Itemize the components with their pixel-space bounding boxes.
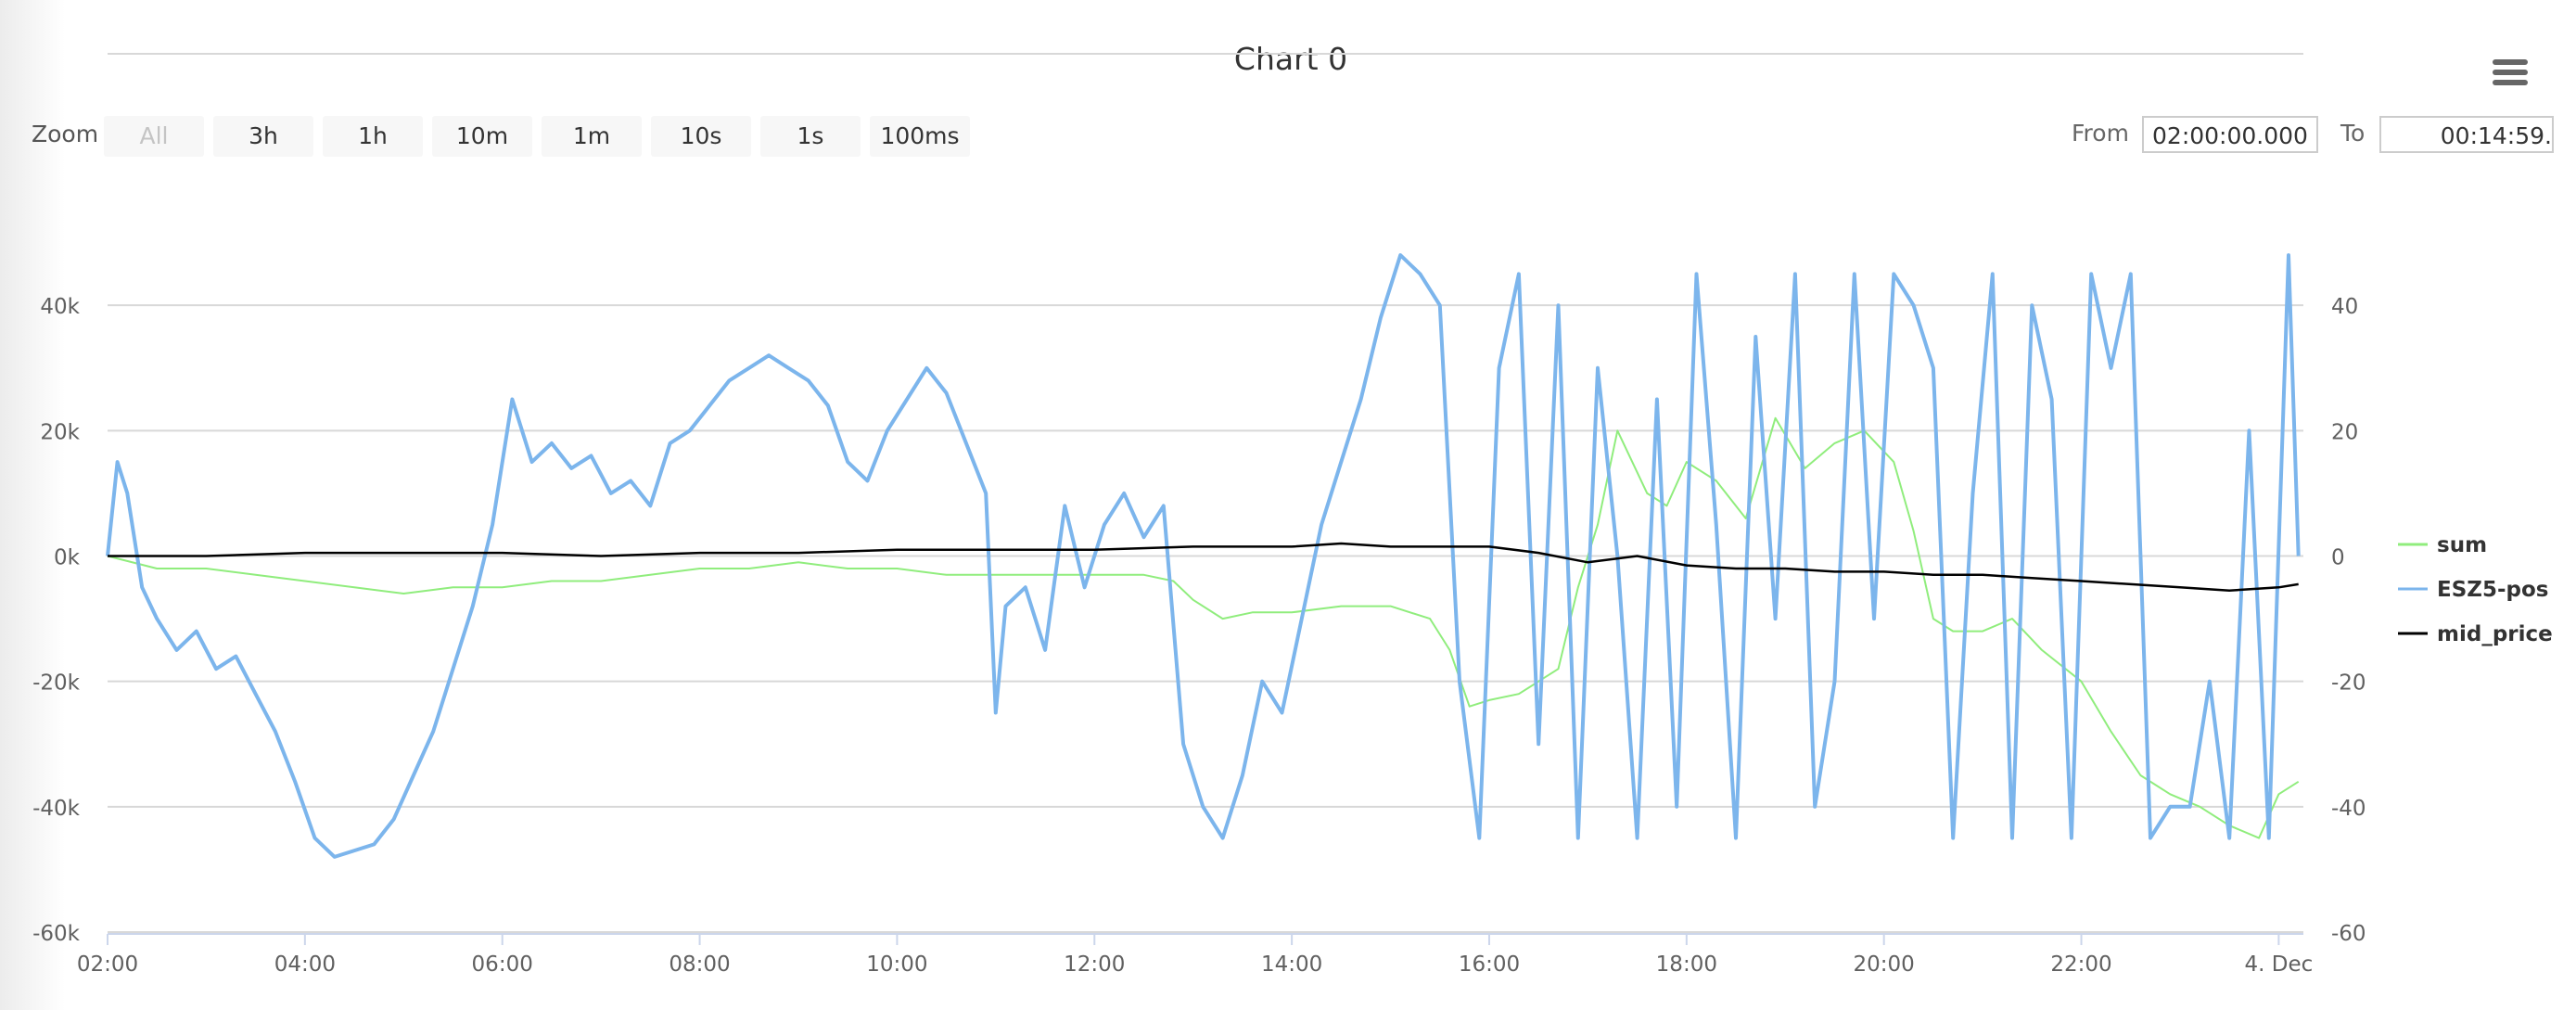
zoom-button-100ms[interactable]: 100ms [870, 116, 970, 157]
legend-label: mid_price [2437, 622, 2553, 646]
x-tick-label: 04:00 [274, 952, 336, 977]
y-right-tick-label: -20 [2331, 671, 2366, 696]
y-left-tick-label: 40k [40, 295, 80, 319]
y-right-tick-label: 40 [2331, 295, 2358, 319]
zoom-label: Zoom [32, 121, 99, 147]
x-tick-label: 16:00 [1459, 952, 1520, 977]
y-left-tick-label: -20k [32, 671, 81, 696]
zoom-button-all[interactable]: All [104, 116, 204, 157]
y-left-tick-label: 20k [40, 420, 80, 444]
zoom-button-1h[interactable]: 1h [323, 116, 423, 157]
x-tick-label: 22:00 [2050, 952, 2111, 977]
series-line-mid-price[interactable] [108, 542, 2299, 592]
legend[interactable]: sum ESZ5-pos mid_price [2398, 533, 2553, 646]
series-line-esz5-pos[interactable] [106, 253, 2301, 859]
y-left-tick-label: -60k [32, 922, 81, 946]
legend-label: ESZ5-pos [2437, 578, 2548, 602]
y-left-tick-label: 0k [54, 546, 81, 570]
x-tick-label: 08:00 [669, 952, 730, 977]
y-right-tick-label: 20 [2331, 420, 2358, 444]
x-tick-label: 4. Dec [2245, 952, 2314, 977]
window-edge-shade [0, 0, 65, 1010]
x-tick-label: 02:00 [77, 952, 138, 977]
zoom-button-3h[interactable]: 3h [213, 116, 313, 157]
series-line-sum[interactable] [107, 416, 2300, 839]
y-right-tick-label: -40 [2331, 797, 2366, 821]
zoom-button-10s[interactable]: 10s [651, 116, 751, 157]
from-date-input[interactable]: 02:00:00.000 [2142, 116, 2318, 153]
x-tick-label: 14:00 [1261, 952, 1322, 977]
legend-label: sum [2437, 533, 2487, 557]
x-tick-label: 18:00 [1656, 952, 1717, 977]
series-layer[interactable] [106, 253, 2301, 859]
zoom-button-10m[interactable]: 10m [432, 116, 532, 157]
zoom-button-1m[interactable]: 1m [542, 116, 642, 157]
zoom-button-1s[interactable]: 1s [760, 116, 861, 157]
x-tick-label: 12:00 [1064, 952, 1125, 977]
x-tick-label: 10:00 [866, 952, 927, 977]
y-right-tick-label: -60 [2331, 922, 2366, 946]
y-left-tick-label: -40k [32, 797, 81, 821]
legend-item-sum[interactable]: sum [2398, 533, 2487, 557]
to-date-input[interactable]: 00:14:59. [2379, 116, 2554, 153]
axes: -60k -40k -20k 0k 20k 40k -60 -40 -20 0 20 40 02:00 0… [32, 295, 2366, 977]
y-right-tick-label: 0 [2331, 546, 2345, 570]
legend-item-mid-price[interactable]: mid_price [2398, 622, 2553, 646]
legend-item-esz5-pos[interactable]: ESZ5-pos [2398, 578, 2548, 602]
x-tick-label: 06:00 [472, 952, 533, 977]
x-tick-label: 20:00 [1854, 952, 1915, 977]
to-label: To [2340, 120, 2366, 147]
from-label: From [2072, 120, 2129, 147]
chart-title: Chart 0 [1233, 41, 1348, 77]
hamburger-menu-icon[interactable] [2493, 59, 2528, 87]
